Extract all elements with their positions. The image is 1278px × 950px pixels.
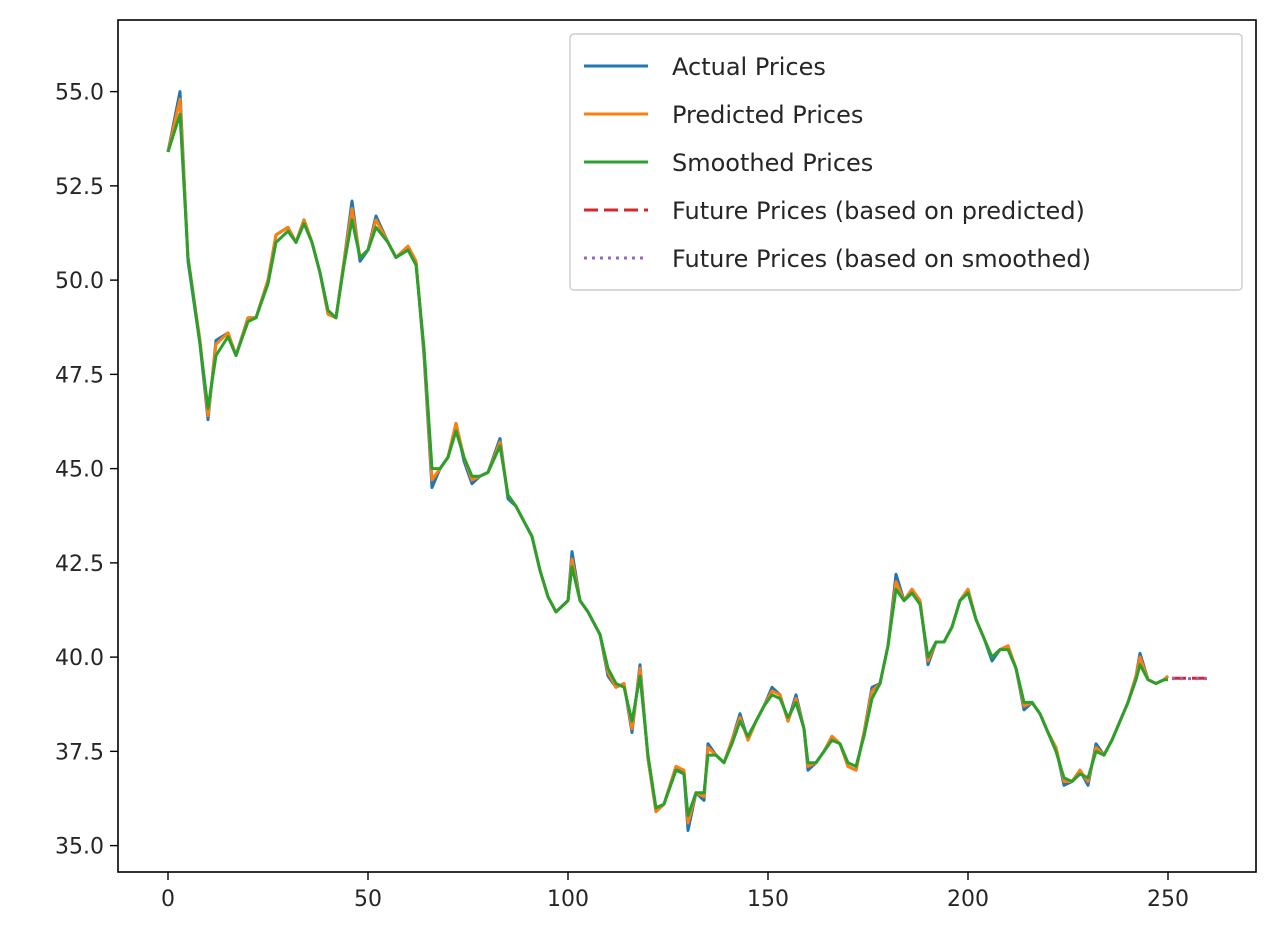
y-tick-label: 40.0	[55, 646, 104, 671]
y-tick-label: 35.0	[55, 835, 104, 860]
x-axis: 0 50 100 150 200 250	[161, 872, 1189, 912]
x-tick-label: 200	[947, 887, 989, 912]
axes-frame	[117, 19, 1257, 873]
series-layer	[166, 90, 1208, 832]
legend-label-1: Predicted Prices	[672, 101, 863, 129]
y-tick-label: 55.0	[55, 81, 104, 106]
series-line-2	[166, 112, 1168, 817]
x-tick-label: 250	[1147, 887, 1189, 912]
x-tick-label: 0	[161, 887, 175, 912]
legend-label-2: Smoothed Prices	[672, 149, 873, 177]
y-axis: 35.0 37.5 40.0 42.5 45.0 47.5 50.0 52.5 55.0	[55, 81, 118, 860]
y-tick-label: 42.5	[55, 552, 104, 577]
x-tick-label: 50	[354, 887, 382, 912]
legend: Actual Prices Predicted Prices Smoothed Pr…	[569, 33, 1243, 291]
legend-label-0: Actual Prices	[672, 53, 826, 81]
x-tick-label: 100	[547, 887, 589, 912]
y-tick-label: 52.5	[55, 175, 104, 200]
x-tick-label: 150	[747, 887, 789, 912]
legend-label-3: Future Prices (based on predicted)	[672, 197, 1085, 225]
legend-box	[569, 33, 1243, 291]
y-tick-label: 47.5	[55, 363, 104, 388]
y-tick-label: 45.0	[55, 458, 104, 483]
y-tick-label: 50.0	[55, 269, 104, 294]
legend-label-4: Future Prices (based on smoothed)	[672, 245, 1091, 273]
y-tick-label: 37.5	[55, 740, 104, 765]
